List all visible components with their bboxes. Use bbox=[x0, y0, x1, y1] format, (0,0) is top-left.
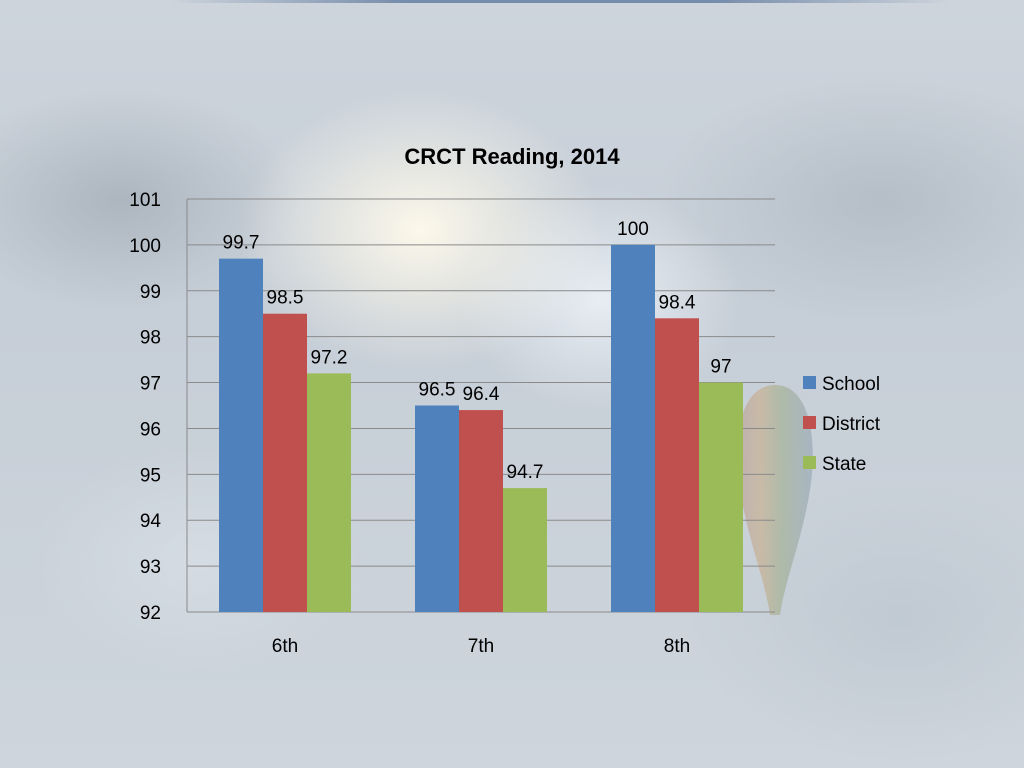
bar-state-7th bbox=[503, 488, 547, 612]
data-label: 98.4 bbox=[659, 292, 696, 313]
x-tick-label: 7th bbox=[468, 636, 494, 657]
chart-title: CRCT Reading, 2014 bbox=[404, 144, 620, 169]
bar-district-6th bbox=[263, 313, 307, 612]
legend-label-state: State bbox=[822, 454, 866, 475]
y-tick-label: 93 bbox=[140, 557, 161, 578]
data-label: 96.5 bbox=[419, 380, 456, 401]
legend-swatch-state bbox=[803, 456, 816, 469]
y-tick-label: 100 bbox=[129, 236, 161, 257]
legend-swatch-district bbox=[803, 416, 816, 429]
y-tick-label: 95 bbox=[140, 465, 161, 486]
bar-school-8th bbox=[611, 244, 655, 612]
y-axis-ticks: 92 93 94 95 96 97 98 99 100 101 bbox=[129, 190, 161, 624]
top-decoration bbox=[170, 0, 950, 3]
bar-district-8th bbox=[655, 318, 699, 612]
y-tick-label: 99 bbox=[140, 282, 161, 303]
legend-label-district: District bbox=[822, 414, 881, 435]
hot-air-balloon-image bbox=[737, 385, 813, 615]
x-tick-label: 8th bbox=[664, 636, 690, 657]
y-tick-label: 92 bbox=[140, 603, 161, 624]
x-tick-label: 6th bbox=[272, 636, 298, 657]
data-label: 94.7 bbox=[507, 462, 544, 483]
bar-school-6th bbox=[219, 258, 263, 612]
legend: School District State bbox=[803, 374, 881, 475]
bar-district-7th bbox=[459, 410, 503, 612]
data-label: 98.5 bbox=[267, 288, 304, 309]
bar-state-6th bbox=[307, 373, 351, 612]
legend-label-school: School bbox=[822, 374, 880, 395]
data-labels: 99.7 98.5 97.2 96.5 96.4 94.7 100 98.4 97 bbox=[223, 219, 732, 483]
data-label: 100 bbox=[617, 219, 649, 240]
bar-school-7th bbox=[415, 405, 459, 612]
y-tick-label: 94 bbox=[140, 511, 162, 532]
y-tick-label: 98 bbox=[140, 328, 161, 349]
y-tick-label: 96 bbox=[140, 419, 161, 440]
data-label: 99.7 bbox=[223, 233, 260, 254]
y-tick-label: 101 bbox=[129, 190, 161, 211]
bar-state-8th bbox=[699, 382, 743, 612]
data-label: 97 bbox=[710, 357, 731, 378]
data-label: 96.4 bbox=[463, 384, 500, 405]
data-label: 97.2 bbox=[311, 347, 348, 368]
y-tick-label: 97 bbox=[140, 374, 161, 395]
x-axis-ticks: 6th 7th 8th bbox=[272, 636, 690, 657]
legend-swatch-school bbox=[803, 376, 816, 389]
bars bbox=[219, 244, 743, 612]
